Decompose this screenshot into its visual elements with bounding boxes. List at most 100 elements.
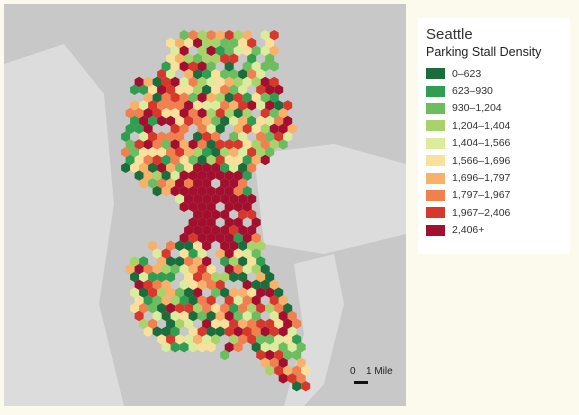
hex-cell bbox=[256, 303, 266, 314]
hex-cell bbox=[130, 100, 140, 111]
legend-label: 623–930 bbox=[452, 85, 493, 98]
hex-cell bbox=[278, 108, 288, 119]
hex-cell bbox=[193, 37, 203, 49]
legend-swatch bbox=[426, 102, 445, 114]
hex-cell bbox=[197, 61, 207, 72]
hex-cell bbox=[157, 115, 167, 127]
hex-cell bbox=[220, 37, 230, 49]
hex-cell bbox=[148, 287, 158, 298]
hex-cell bbox=[188, 170, 198, 181]
hex-cell bbox=[179, 61, 189, 72]
hex-cell bbox=[292, 365, 302, 376]
hex-cell bbox=[238, 162, 248, 173]
hex-cell bbox=[229, 240, 239, 251]
hex-cell bbox=[161, 76, 171, 88]
hex-cell bbox=[179, 232, 189, 244]
hex-cell bbox=[202, 334, 212, 345]
hex-cell bbox=[193, 147, 203, 158]
hex-cell bbox=[161, 279, 171, 290]
hex-cell bbox=[202, 256, 212, 267]
hex-cell bbox=[170, 76, 180, 88]
hex-cell bbox=[184, 162, 194, 173]
hex-cell bbox=[229, 334, 239, 345]
hex-cell bbox=[233, 154, 243, 166]
hex-cell bbox=[193, 240, 203, 251]
hex-cell bbox=[175, 100, 185, 111]
legend-subtitle: Parking Stall Density bbox=[426, 45, 542, 59]
hex-cell bbox=[125, 108, 135, 119]
hex-cell bbox=[130, 84, 140, 95]
hex-cell bbox=[251, 45, 261, 56]
hex-cell bbox=[256, 69, 266, 80]
hex-cell bbox=[265, 100, 275, 111]
hex-cell bbox=[242, 139, 252, 150]
hex-cell bbox=[242, 186, 252, 197]
hex-cell bbox=[166, 115, 176, 127]
hex-cell bbox=[224, 45, 234, 56]
hex-cell bbox=[166, 84, 176, 95]
hex-cell bbox=[184, 115, 194, 127]
hex-cell bbox=[247, 37, 257, 49]
hex-cell bbox=[238, 69, 248, 80]
hex-cell bbox=[179, 248, 189, 259]
hex-cell bbox=[143, 139, 153, 150]
hex-cell bbox=[211, 100, 221, 111]
hex-cell bbox=[211, 209, 221, 220]
hex-cell bbox=[215, 45, 225, 56]
hex-cell bbox=[197, 217, 207, 228]
hex-cell bbox=[143, 326, 153, 337]
hex-cell bbox=[193, 303, 203, 314]
hex-cell bbox=[188, 232, 198, 244]
hex-cell bbox=[184, 318, 194, 329]
hex-cell bbox=[224, 108, 234, 119]
hex-cell bbox=[152, 264, 162, 275]
hex-cell bbox=[148, 131, 158, 142]
hex-cell bbox=[242, 45, 252, 56]
hex-cell bbox=[278, 373, 288, 384]
hex-cell bbox=[202, 37, 212, 49]
hex-cell bbox=[202, 115, 212, 127]
legend-label: 1,404–1,566 bbox=[452, 137, 511, 150]
hex-cell bbox=[188, 108, 198, 119]
hex-cell bbox=[175, 147, 185, 158]
hex-cell bbox=[166, 318, 176, 329]
hex-cell bbox=[238, 193, 248, 205]
hex-cell bbox=[175, 240, 185, 251]
hex-cell bbox=[166, 271, 176, 283]
hex-cell bbox=[139, 84, 149, 95]
legend-items: 0–623 623–930 930–1,204 1,204–1,404 1,404–1,… bbox=[426, 65, 562, 239]
hex-cell bbox=[197, 139, 207, 150]
hex-cell bbox=[247, 303, 257, 314]
hex-cell bbox=[238, 115, 248, 127]
hex-cell bbox=[256, 115, 266, 127]
hex-cell bbox=[265, 271, 275, 283]
legend-swatch bbox=[426, 155, 445, 167]
hex-cell bbox=[193, 271, 203, 283]
hex-cell bbox=[251, 232, 261, 244]
hex-cell bbox=[220, 69, 230, 80]
hex-cell bbox=[152, 76, 162, 88]
hex-cell bbox=[224, 186, 234, 197]
hex-cell bbox=[148, 303, 158, 314]
hex-cell bbox=[224, 170, 234, 181]
hex-cell bbox=[211, 271, 221, 283]
hex-cell bbox=[170, 326, 180, 337]
hex-cell bbox=[202, 162, 212, 173]
hex-cell bbox=[220, 209, 230, 220]
hex-cell bbox=[211, 69, 221, 80]
hex-cell bbox=[238, 318, 248, 329]
hex-cell bbox=[220, 115, 230, 127]
hex-layer bbox=[121, 30, 311, 392]
hex-cell bbox=[260, 45, 270, 56]
hex-cell bbox=[134, 310, 144, 322]
hex-cell bbox=[179, 264, 189, 275]
hex-cell bbox=[175, 115, 185, 127]
hex-cell bbox=[215, 279, 225, 290]
hex-cell bbox=[238, 334, 248, 345]
hex-cell bbox=[233, 326, 243, 337]
hex-cell bbox=[211, 84, 221, 95]
legend-label: 1,797–1,967 bbox=[452, 189, 511, 202]
hex-cell bbox=[260, 108, 270, 119]
hex-cell bbox=[238, 303, 248, 314]
hex-cell bbox=[247, 287, 257, 298]
